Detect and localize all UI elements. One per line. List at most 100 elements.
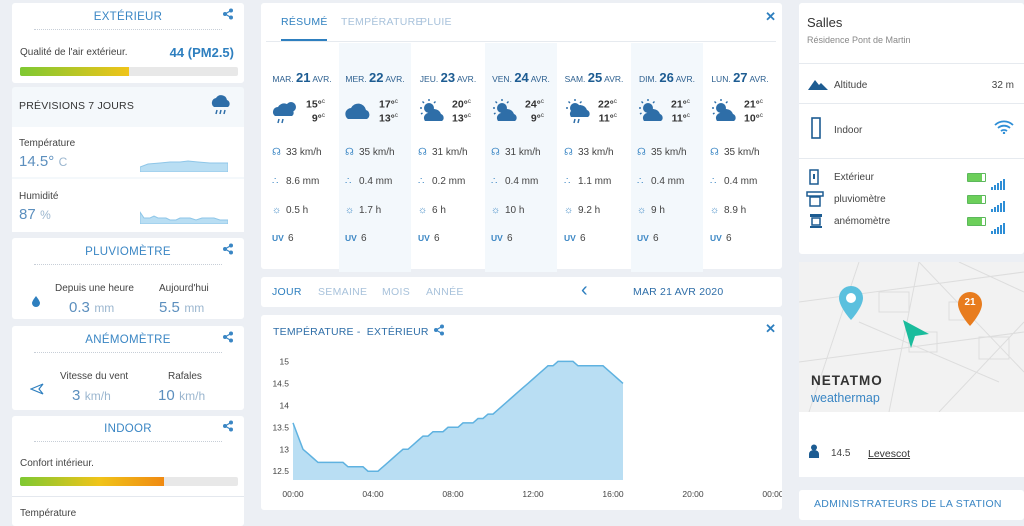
- day-number: 27: [733, 70, 748, 85]
- share-icon[interactable]: [222, 243, 234, 258]
- drop-icon: [32, 294, 40, 312]
- forecast-rain: ∴ 0.4 mm: [491, 176, 539, 187]
- close-icon[interactable]: ✕: [765, 9, 776, 24]
- sun-cloud-icon: [709, 99, 743, 128]
- station-module[interactable]: Extérieur: [799, 169, 1024, 190]
- share-icon[interactable]: [222, 420, 234, 435]
- month: AVR.: [385, 74, 405, 84]
- sun-icon: ☼: [491, 205, 501, 216]
- x-tick-label: 08:00: [442, 489, 464, 499]
- prev-date-button[interactable]: ‹: [581, 279, 588, 301]
- forecast-temps: 21°c 11°c: [671, 98, 690, 124]
- day-of-week: VEN.: [492, 74, 512, 84]
- module-icon: [809, 213, 823, 234]
- station-module[interactable]: anémomètre: [799, 213, 1024, 234]
- user-temp: 14.5: [831, 448, 851, 459]
- rain-day-label: Aujourd'hui: [159, 283, 209, 294]
- forecast-day[interactable]: LUN. 27 AVR. 21°c 10°c ☊ 35 km/h ∴ 0.4 mm ☼ 8.9 …: [704, 43, 776, 272]
- wind-icon: ☊: [345, 147, 354, 158]
- period-tab-mois[interactable]: MOIS: [382, 286, 411, 298]
- period-tab-jour[interactable]: JOUR: [272, 286, 302, 298]
- forecast-sun: ☼ 9.2 h: [564, 205, 601, 216]
- sun-icon: ☼: [637, 205, 647, 216]
- y-tick-label: 14: [280, 400, 290, 410]
- forecast-wind: ☊ 35 km/h: [710, 147, 760, 158]
- forecast-day[interactable]: VEN. 24 AVR. 24°c 9°c ☊ 31 km/h ∴ 0.4 mm ☼ 10 h U…: [485, 43, 557, 272]
- location-pin-icon[interactable]: [839, 286, 863, 325]
- share-icon[interactable]: [222, 8, 234, 23]
- comfort-label: Confort intérieur.: [20, 458, 94, 469]
- temp-max: 17°: [379, 98, 395, 111]
- temperature-area: [293, 361, 623, 480]
- share-icon[interactable]: [222, 331, 234, 346]
- month: AVR.: [675, 74, 695, 84]
- temp-min: 11°: [598, 112, 614, 124]
- forecast-day-date: JEU. 23 AVR.: [412, 70, 484, 85]
- wind-icon: ☊: [491, 147, 500, 158]
- forecast-day[interactable]: SAM. 25 AVR. 22°c 11°c ☊ 33 km/h ∴ 1.1 mm ☼ 9.2 …: [558, 43, 630, 272]
- temp-min: 11°: [671, 112, 687, 124]
- tab-temperature[interactable]: TEMPÉRATURE: [341, 16, 423, 28]
- admins-title: ADMINISTRATEURS DE LA STATION: [814, 498, 1002, 510]
- station-pin[interactable]: 21: [958, 292, 982, 331]
- forecast-sun: ☼ 9 h: [637, 205, 665, 216]
- gust-value: 10 km/h: [158, 387, 206, 404]
- pluviometre-card: PLUVIOMÈTRE Depuis une heure 0.3 mm Aujo…: [12, 238, 244, 319]
- forecast-rain: ∴ 0.2 mm: [418, 176, 466, 187]
- forecast-wind: ☊ 33 km/h: [564, 147, 614, 158]
- air-quality-value: 44 (PM2.5): [169, 45, 234, 60]
- anemometre-card: ANÉMOMÈTRE Vitesse du vent 3 km/h Rafale…: [12, 326, 244, 410]
- forecast-uv: UV 6: [637, 233, 659, 244]
- share-icon[interactable]: [433, 324, 445, 339]
- forecast-day[interactable]: MAR. 21 AVR. 15°c 9°c ☊ 33 km/h ∴ 8.6 mm ☼ 0.5 h…: [266, 43, 338, 272]
- wind-icon: ☊: [564, 147, 573, 158]
- tab-pluie[interactable]: PLUIE: [420, 16, 452, 28]
- sun-icon: ☼: [418, 205, 428, 216]
- temperature-line: [292, 360, 624, 472]
- day-number: 26: [659, 70, 674, 85]
- rain-drops-icon: ∴: [564, 176, 571, 187]
- forecast7-hum-value: 87 %: [19, 206, 51, 223]
- forecast-temps: 21°c 10°c: [744, 98, 763, 124]
- forecast-uv: UV 6: [564, 233, 586, 244]
- month: AVR.: [604, 74, 624, 84]
- y-tick-label: 13.5: [272, 422, 289, 432]
- forecast-day[interactable]: MER. 22 AVR. 17°c 13°c ☊ 35 km/h ∴ 0.4 mm ☼ 1.7 …: [339, 43, 411, 272]
- period-bar: JOUR SEMAINE MOIS ANNÉE ‹ MAR 21 AVR 2020: [261, 277, 782, 307]
- forecast-day[interactable]: JEU. 23 AVR. 20°c 13°c ☊ 31 km/h ∴ 0.2 mm ☼ 6 h U…: [412, 43, 484, 272]
- temp-min: 13°: [452, 112, 468, 124]
- rain-hour-label: Depuis une heure: [55, 283, 134, 294]
- station-module[interactable]: pluviomètre: [799, 191, 1024, 212]
- forecast7-temp-label: Température: [19, 138, 76, 149]
- rain-drops-icon: ∴: [345, 176, 352, 187]
- day-number: 23: [440, 70, 456, 85]
- cloud-icon: [344, 99, 378, 128]
- air-quality-label: Qualité de l'air extérieur.: [20, 47, 128, 58]
- sun-icon: ☼: [564, 205, 574, 216]
- forecast7-title: PRÉVISIONS 7 JOURS: [19, 100, 135, 112]
- tab-resume[interactable]: RÉSUMÉ: [281, 16, 328, 28]
- user-link[interactable]: Levescot: [868, 448, 911, 460]
- uv-label: UV: [418, 233, 430, 243]
- forecast-day[interactable]: DIM. 26 AVR. 21°c 11°c ☊ 35 km/h ∴ 0.4 mm ☼ 9 h U…: [631, 43, 703, 272]
- period-tab-semaine[interactable]: SEMAINE: [318, 286, 368, 298]
- uv-label: UV: [564, 233, 576, 243]
- temp-max: 15°: [306, 98, 322, 111]
- period-tab-annee[interactable]: ANNÉE: [426, 286, 464, 298]
- rain-drops-icon: ∴: [272, 176, 279, 187]
- x-tick-label: 04:00: [362, 489, 384, 499]
- y-tick-label: 15: [280, 356, 290, 366]
- month: AVR.: [312, 74, 332, 84]
- weathermap-link[interactable]: weathermap: [811, 391, 880, 405]
- indoor-temp-label: Température: [20, 508, 77, 519]
- day-of-week: SAM.: [564, 74, 586, 84]
- close-icon[interactable]: ✕: [765, 321, 776, 336]
- rain-cloud-icon: [208, 95, 234, 122]
- forecast-day-date: MER. 22 AVR.: [339, 70, 411, 85]
- navigation-arrow-icon[interactable]: [903, 320, 929, 353]
- uv-label: UV: [710, 233, 722, 243]
- humidity-sparkline: [140, 211, 228, 224]
- day-of-week: MER.: [345, 74, 367, 84]
- forecast-day-date: SAM. 25 AVR.: [558, 70, 630, 85]
- temp-max: 21°: [744, 98, 760, 111]
